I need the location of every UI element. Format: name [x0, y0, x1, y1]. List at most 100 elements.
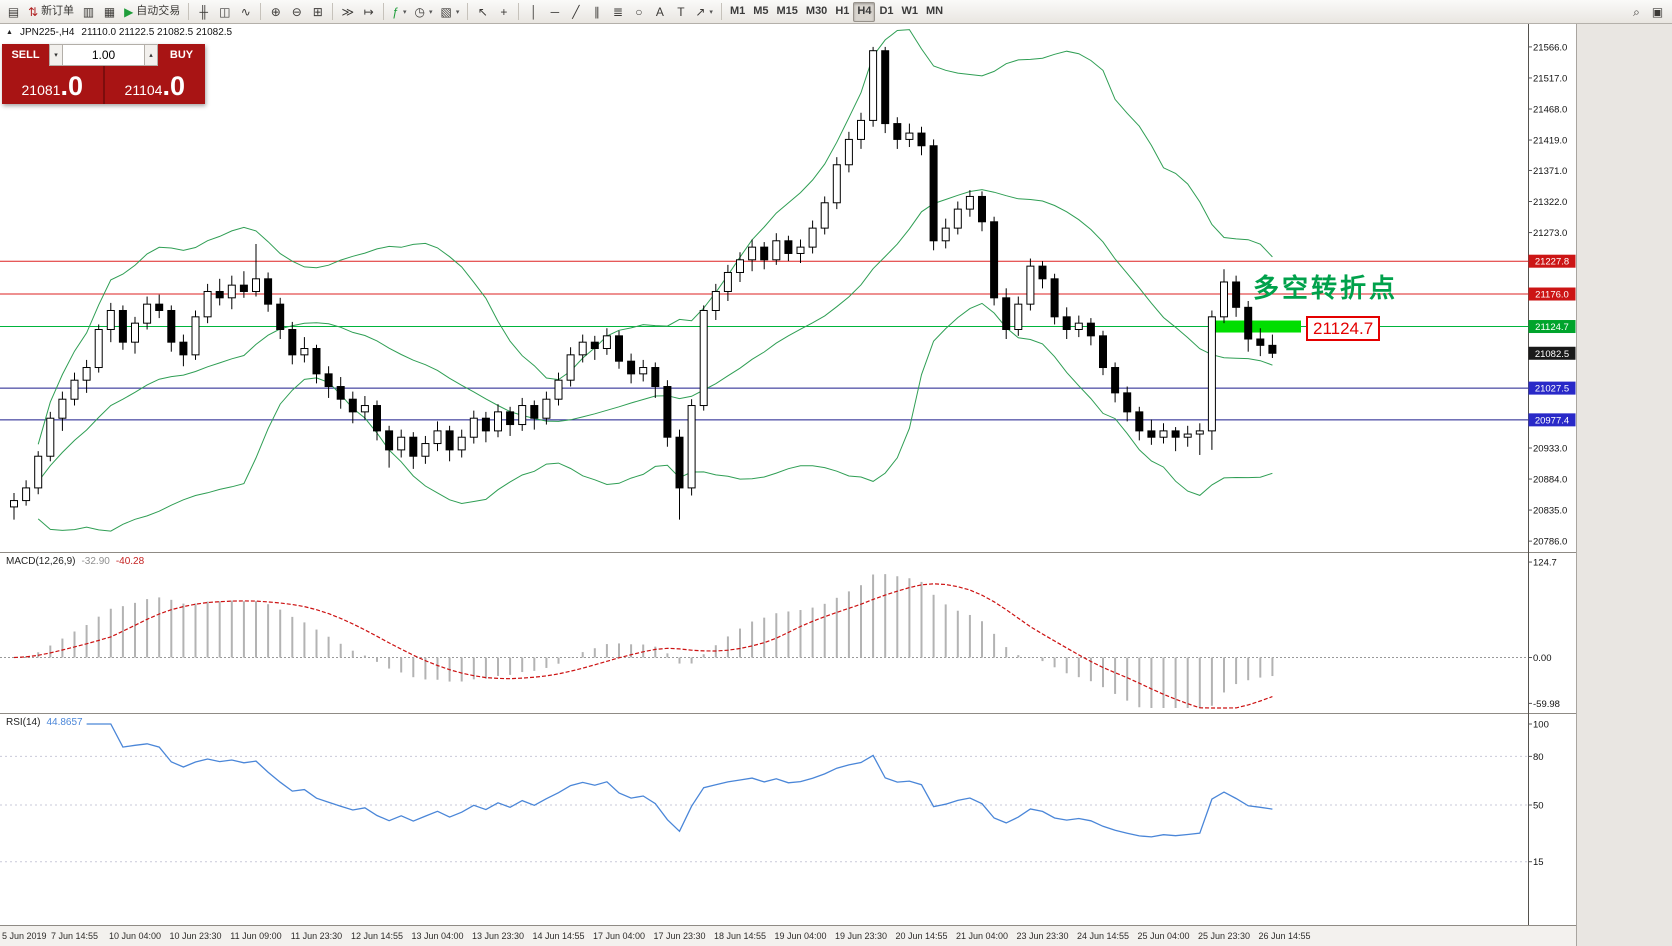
- candle[interactable]: [699, 305, 708, 411]
- candle[interactable]: [590, 335, 599, 360]
- candle[interactable]: [397, 429, 406, 458]
- candle[interactable]: [881, 46, 890, 134]
- candle[interactable]: [506, 406, 515, 436]
- lot-decrease-button[interactable]: ▾: [49, 44, 63, 66]
- equidistant-channel-button[interactable]: ∥: [586, 2, 607, 22]
- candle[interactable]: [651, 362, 660, 398]
- candle[interactable]: [844, 131, 853, 173]
- candle[interactable]: [723, 264, 732, 301]
- candle[interactable]: [808, 220, 817, 254]
- candle[interactable]: [336, 377, 345, 409]
- candle[interactable]: [1038, 261, 1047, 289]
- candle[interactable]: [675, 429, 684, 520]
- candle[interactable]: [264, 272, 273, 312]
- sell-price-button[interactable]: 21081.0: [2, 66, 103, 104]
- candle[interactable]: [215, 278, 224, 306]
- candle[interactable]: [639, 359, 648, 382]
- candle[interactable]: [518, 397, 527, 431]
- candle[interactable]: [990, 216, 999, 306]
- candle[interactable]: [1159, 423, 1168, 444]
- candle[interactable]: [796, 239, 805, 263]
- crosshair-button[interactable]: +: [493, 2, 514, 22]
- candle[interactable]: [1171, 427, 1180, 452]
- periods-button[interactable]: ◷ ▾: [411, 2, 437, 22]
- candle[interactable]: [953, 201, 962, 235]
- new-chart-button[interactable]: ▤: [3, 2, 24, 22]
- candle[interactable]: [1256, 328, 1265, 357]
- candle[interactable]: [1111, 362, 1120, 403]
- candle[interactable]: [1050, 273, 1059, 325]
- highlight-zone[interactable]: [1213, 320, 1301, 333]
- candle[interactable]: [832, 157, 841, 210]
- lot-increase-button[interactable]: ▴: [144, 44, 158, 66]
- candle[interactable]: [385, 425, 394, 468]
- candle[interactable]: [869, 46, 878, 127]
- layouts-button[interactable]: ▣: [1647, 2, 1668, 22]
- candle[interactable]: [46, 411, 55, 462]
- candle[interactable]: [1207, 310, 1216, 450]
- candle[interactable]: [905, 123, 914, 148]
- mn-timeframe-button[interactable]: MN: [922, 2, 947, 22]
- candle[interactable]: [1147, 419, 1156, 445]
- auto-scroll-button[interactable]: ≫: [337, 2, 358, 22]
- trendline-button[interactable]: ╱: [565, 2, 586, 22]
- candle[interactable]: [1086, 318, 1095, 346]
- d1-timeframe-button[interactable]: D1: [875, 2, 897, 22]
- candle[interactable]: [360, 396, 369, 420]
- indicators-button[interactable]: ƒ ▾: [388, 2, 410, 22]
- candle[interactable]: [1135, 406, 1144, 441]
- candle[interactable]: [312, 344, 321, 384]
- candle[interactable]: [203, 283, 212, 324]
- fibonacci-button[interactable]: ≣: [607, 2, 628, 22]
- candle[interactable]: [106, 302, 115, 343]
- candle[interactable]: [772, 233, 781, 265]
- candle[interactable]: [300, 337, 309, 363]
- candle[interactable]: [445, 425, 454, 462]
- candle[interactable]: [1014, 296, 1023, 336]
- candle[interactable]: [687, 399, 696, 496]
- tile-windows-button[interactable]: ⊞: [307, 2, 328, 22]
- macd-pane[interactable]: 124.7 0.00 -59.98: [0, 558, 1560, 710]
- candle[interactable]: [1220, 269, 1228, 324]
- candle[interactable]: [239, 271, 248, 298]
- main-chart-pane[interactable]: [0, 29, 1528, 532]
- candle[interactable]: [118, 305, 127, 350]
- candle[interactable]: [929, 139, 938, 251]
- candle[interactable]: [578, 334, 587, 363]
- zoom-out-button[interactable]: ⊖: [286, 2, 307, 22]
- search-button[interactable]: ⌕: [1626, 2, 1647, 22]
- candle[interactable]: [421, 435, 430, 464]
- candle[interactable]: [457, 429, 466, 458]
- candle[interactable]: [542, 391, 551, 425]
- candle[interactable]: [34, 451, 43, 495]
- candle[interactable]: [10, 492, 18, 520]
- candle[interactable]: [1002, 288, 1011, 340]
- candle[interactable]: [711, 283, 720, 320]
- candle[interactable]: [348, 391, 357, 424]
- candle[interactable]: [615, 330, 623, 369]
- time-axis[interactable]: 5 Jun 2019 7 Jun 14:55 10 Jun 04:00 10 Jun …: [0, 925, 1576, 946]
- candle[interactable]: [324, 366, 333, 398]
- lot-size-input[interactable]: [63, 44, 144, 66]
- bar-chart-button[interactable]: ╫: [193, 2, 214, 22]
- templates-button[interactable]: ▧ ▾: [437, 2, 464, 22]
- chart-shift-button[interactable]: ↦: [358, 2, 379, 22]
- price-chart[interactable]: 21566.0 21517.0 21468.0 21419.0 21371.0 21322…: [0, 24, 1576, 946]
- autotrading-button[interactable]: ▶ 自动交易: [120, 2, 184, 22]
- data-window-button[interactable]: ▦: [99, 2, 120, 22]
- candle[interactable]: [748, 239, 757, 272]
- candle[interactable]: [978, 191, 986, 232]
- candle[interactable]: [469, 410, 478, 444]
- m30-timeframe-button[interactable]: M30: [802, 2, 831, 22]
- line-chart-button[interactable]: ∿: [235, 2, 256, 22]
- candle[interactable]: [627, 353, 636, 384]
- cursor-button[interactable]: ↖: [472, 2, 493, 22]
- h1-timeframe-button[interactable]: H1: [831, 2, 853, 22]
- m1-timeframe-button[interactable]: M1: [726, 2, 749, 22]
- candle[interactable]: [1074, 315, 1083, 338]
- candle[interactable]: [179, 334, 188, 367]
- candle[interactable]: [1183, 425, 1192, 447]
- arrows-button[interactable]: ↗ ▾: [691, 2, 717, 22]
- candle[interactable]: [94, 324, 103, 373]
- price-axis[interactable]: 21566.0 21517.0 21468.0 21419.0 21371.0 21322…: [1528, 42, 1576, 548]
